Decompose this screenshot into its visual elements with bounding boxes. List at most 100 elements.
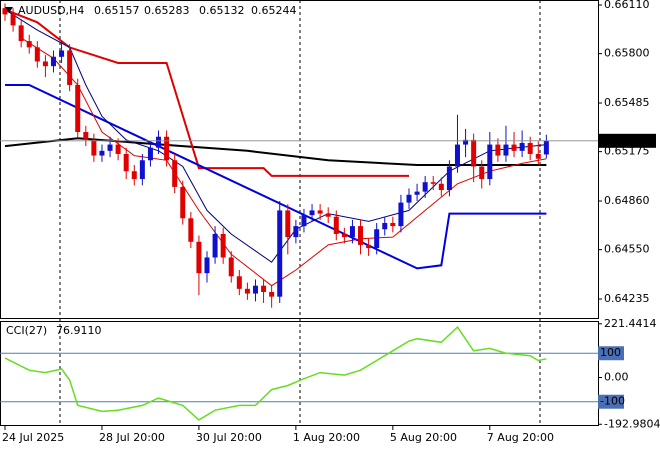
candle-body	[341, 233, 347, 238]
x-tick-label: 7 Aug 20:00	[487, 431, 554, 444]
candle-body	[398, 202, 404, 227]
level-label: -100	[600, 395, 625, 408]
candle-body	[487, 144, 493, 180]
y-tick-label: 0.66110	[604, 0, 650, 11]
candle-body	[543, 140, 549, 155]
candle-body	[50, 56, 56, 67]
candle-body	[164, 136, 170, 161]
candle-body	[333, 216, 339, 234]
candle-body	[252, 285, 258, 294]
cci-value: 76.9110	[56, 324, 102, 337]
candle-body	[390, 222, 396, 227]
x-tick-label: 30 Jul 20:00	[196, 431, 262, 444]
candle-body	[519, 143, 525, 151]
candle-body	[212, 233, 218, 258]
candle-body	[131, 171, 137, 180]
y-tick-label: 221.4414	[604, 317, 657, 330]
price-label: 0.65244	[602, 134, 648, 147]
indicator-line	[20, 37, 547, 287]
candle-body	[91, 139, 97, 156]
candle-body	[228, 257, 234, 277]
candle-body	[382, 222, 388, 230]
candle-body	[220, 233, 226, 258]
candle-body	[236, 276, 242, 289]
candle-body	[244, 288, 250, 294]
candle-body	[261, 285, 267, 292]
level-box	[598, 346, 624, 361]
candle-body	[495, 144, 501, 156]
candle-body	[2, 8, 8, 15]
candle-body	[535, 153, 541, 159]
y-tick-label: 0.64860	[604, 194, 650, 207]
x-tick-label: 24 Jul 2025	[2, 431, 64, 444]
candle-body	[471, 139, 477, 167]
candle-body	[83, 132, 89, 140]
candle-body	[180, 186, 186, 219]
indicator-line	[4, 9, 547, 263]
candle-body	[26, 41, 32, 48]
candle-body	[10, 14, 16, 26]
candle-body	[463, 139, 469, 145]
x-tick-label: 1 Aug 20:00	[293, 431, 360, 444]
y-tick-label: 0.64235	[604, 292, 650, 305]
ohlc-high: 0.65283	[144, 4, 190, 17]
candle-body	[527, 143, 533, 154]
candle-body	[325, 213, 331, 217]
candle-body	[503, 144, 509, 156]
candle-body	[406, 194, 412, 203]
candle-body	[156, 136, 162, 148]
x-tick-label: 5 Aug 20:00	[390, 431, 457, 444]
candle-body	[107, 144, 113, 151]
candle-body	[511, 144, 517, 151]
y-tick-label: -192.9804	[604, 417, 660, 430]
candle-body	[349, 226, 355, 238]
level-box	[598, 394, 624, 409]
ohlc-open: 0.65157	[94, 4, 140, 17]
candle-body	[309, 210, 315, 216]
indicator-line	[4, 325, 547, 421]
candle-body	[285, 210, 291, 238]
candle-body	[99, 150, 105, 156]
candle-body	[115, 144, 121, 154]
candle-body	[374, 229, 380, 249]
cci-panel	[0, 321, 599, 426]
candle-body	[414, 191, 420, 195]
candle-body	[358, 226, 364, 245]
candle-body	[188, 218, 194, 242]
candle-body	[59, 50, 65, 57]
candle-body	[18, 25, 24, 42]
candle-body	[269, 291, 275, 297]
candle-body	[42, 61, 48, 67]
candle-body	[446, 166, 452, 191]
candle-body	[277, 210, 283, 297]
candle-body	[34, 47, 40, 62]
symbol-icon	[5, 7, 13, 13]
candle-body	[67, 50, 73, 85]
candle-body	[293, 226, 299, 238]
candle-body	[204, 257, 210, 274]
candle-body	[301, 215, 307, 227]
candle-body	[123, 153, 129, 172]
candle-body	[422, 182, 428, 192]
level-label: 100	[600, 346, 621, 359]
candle-body	[139, 160, 145, 180]
y-tick-label: 0.65485	[604, 96, 650, 109]
indicator-line	[5, 84, 547, 270]
candle-body	[454, 144, 460, 167]
y-tick-label: 0.65175	[604, 145, 650, 158]
candle-body	[172, 160, 178, 187]
y-tick-label: 0.00	[604, 370, 629, 383]
symbol: AUDUSD,H4	[18, 4, 84, 17]
ohlc-close: 0.65244	[251, 4, 297, 17]
indicator-line	[4, 8, 409, 177]
candle-body	[366, 244, 372, 249]
cci-title: CCI(27)	[6, 324, 47, 337]
price-box	[598, 133, 656, 148]
y-tick-label: 0.65800	[604, 47, 650, 60]
candle-body	[317, 210, 323, 214]
candle-body	[479, 166, 485, 180]
